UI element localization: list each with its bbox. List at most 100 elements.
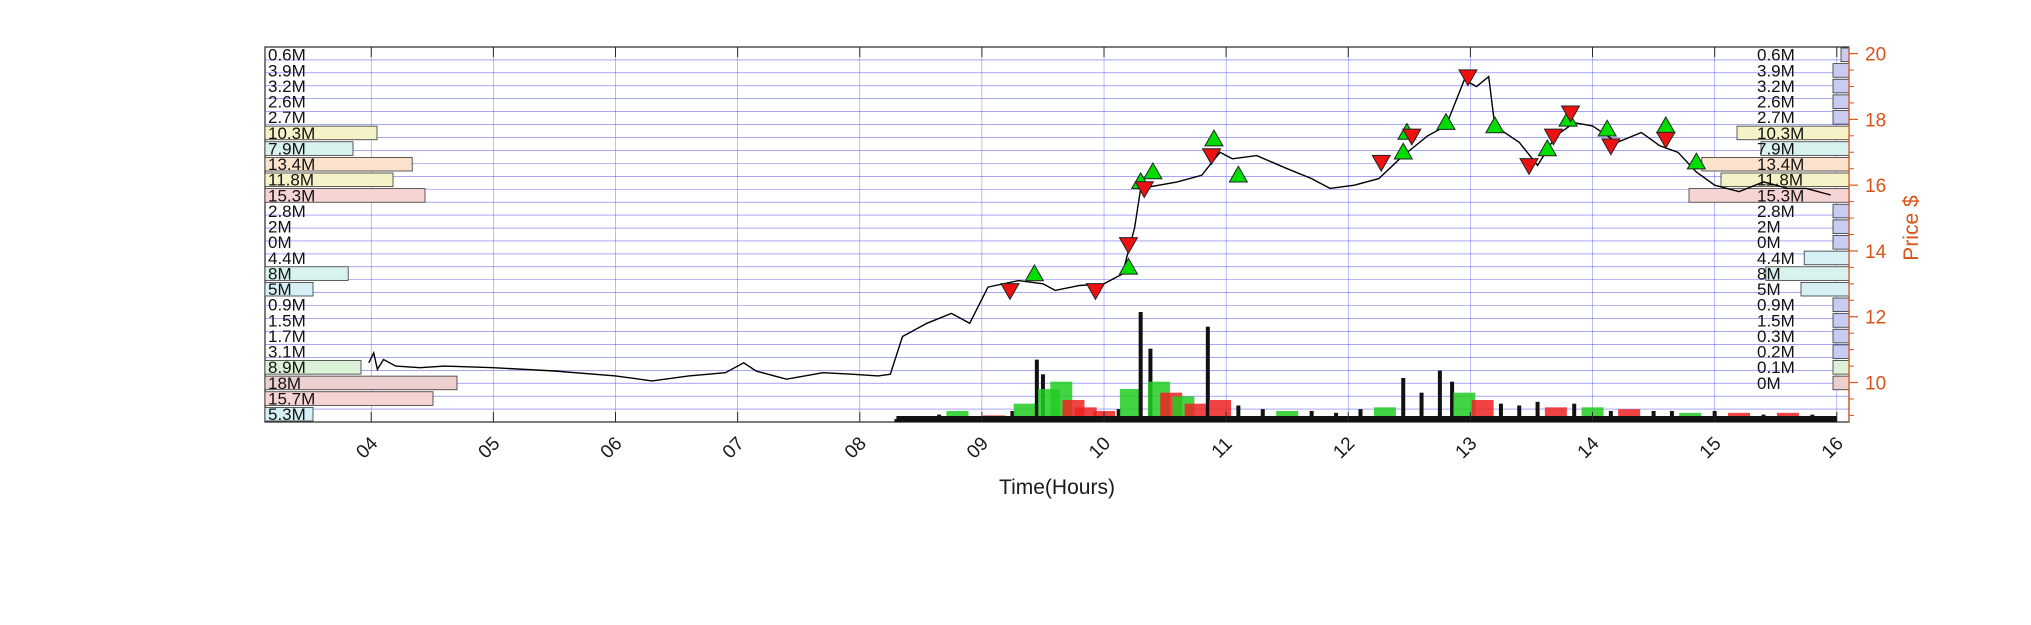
volume-profile-bar-left xyxy=(264,156,413,172)
x-tick-label: 04 xyxy=(352,433,382,463)
y-right-tick-label: 10 xyxy=(1865,374,1886,395)
volume-bar xyxy=(1358,409,1363,422)
volume-profile-label-left: 11.8M xyxy=(268,171,314,190)
trade-markers xyxy=(1000,69,1707,301)
x-tick-label: 15 xyxy=(1696,433,1726,463)
sell-marker xyxy=(1543,128,1564,146)
volume-profile-bar-right xyxy=(1803,250,1850,266)
volume-profile-bar-left xyxy=(264,266,349,281)
volume-bar xyxy=(1260,409,1265,422)
volume-profile-label-right: 10.3M xyxy=(1757,124,1804,143)
volume-profile-label-right: 1.5M xyxy=(1757,311,1795,330)
volume-profile-bar-right xyxy=(1832,78,1850,94)
sell-marker xyxy=(1655,131,1676,150)
volume-bar xyxy=(1138,312,1143,422)
y-right-tick-label: 20 xyxy=(1865,45,1886,66)
volume-bar xyxy=(1572,403,1577,422)
volume-bar xyxy=(1498,403,1503,422)
volume-bar xyxy=(1119,389,1142,422)
volume-profile-bar-right xyxy=(1832,94,1850,109)
buy-marker xyxy=(1228,165,1249,183)
x-axis-label: Time(Hours) xyxy=(999,476,1115,499)
volume-bar xyxy=(1034,359,1039,422)
x-tick-label: 16 xyxy=(1818,433,1848,463)
volume-profile-bar-right xyxy=(1832,110,1850,125)
volume-profile-label-left: 15.7M xyxy=(268,389,315,408)
y-right-tick-label: 16 xyxy=(1865,176,1886,197)
x-tick-label: 09 xyxy=(963,433,993,463)
volume-profile-bar-right xyxy=(1832,375,1850,391)
volume-bar xyxy=(1517,405,1522,422)
volume-profile-bar-right xyxy=(1832,219,1850,234)
volume-profile-label-right: 4.4M xyxy=(1757,249,1795,268)
volume-bar xyxy=(1437,370,1442,422)
volume-profile-label-right: 0.6M xyxy=(1757,46,1795,65)
buy-marker xyxy=(1143,161,1163,180)
volume-profile-bar-right xyxy=(1832,344,1850,359)
volume-bar xyxy=(1453,392,1476,422)
volume-profile-label-left: 3.1M xyxy=(268,343,306,362)
volume-profile-label-right: 0.3M xyxy=(1757,327,1795,346)
right-y-axis-label: Price $ xyxy=(1900,195,1923,261)
buy-marker xyxy=(1024,263,1045,282)
sell-marker xyxy=(1371,154,1392,173)
volume-profile-label-left: 2.7M xyxy=(268,108,306,127)
volume-bar xyxy=(1236,405,1241,422)
volume-profile-bar-left xyxy=(264,125,378,141)
volume-profile-label-left: 8M xyxy=(268,264,292,283)
x-tick-label: 10 xyxy=(1085,433,1115,463)
volume-profile-label-left: 2M xyxy=(268,218,292,237)
volume-profile-label-right: 0.9M xyxy=(1757,296,1795,315)
volume-profile-label-right: 2.6M xyxy=(1757,93,1795,112)
sell-marker xyxy=(1519,158,1539,176)
volume-profile-label-left: 2.8M xyxy=(268,202,306,221)
x-tick-label: 07 xyxy=(719,433,749,463)
volume-bar xyxy=(1535,401,1540,422)
volume-profile-label-right: 3.2M xyxy=(1757,77,1795,96)
buy-marker xyxy=(1484,115,1505,134)
volume-profile-bar-right xyxy=(1832,235,1850,250)
volume-profile-left: 0.6M3.9M3.2M2.6M2.7M10.3M7.9M13.4M11.8M1… xyxy=(264,46,458,424)
buy-marker xyxy=(1204,129,1224,147)
volume-profile-bar-right xyxy=(1832,328,1850,344)
volume-profile-label-left: 0.6M xyxy=(268,46,306,65)
volume-profile-label-left: 8.9M xyxy=(268,358,306,377)
volume-profile-label-left: 2.6M xyxy=(268,93,306,112)
volume-profile-bar-left xyxy=(264,188,426,203)
volume-profile-bar-right xyxy=(1832,313,1850,328)
volume-bar xyxy=(1419,392,1424,422)
volume-profile-label-left: 0.9M xyxy=(268,296,306,315)
y-right-tick-label: 12 xyxy=(1865,308,1886,329)
volume-profile-label-left: 0M xyxy=(268,233,292,252)
right-y-axis-ticks: 10 12 14 16 18 20 xyxy=(1848,45,1887,422)
volume-profile-label-right: 0.2M xyxy=(1757,343,1795,362)
volume-profile-label-right: 15.3M xyxy=(1757,186,1804,205)
volume-bar xyxy=(1450,381,1455,422)
sell-marker xyxy=(1600,138,1621,156)
volume-profile-label-left: 10.3M xyxy=(268,124,315,143)
buy-marker xyxy=(1537,138,1558,157)
y-right-tick-label: 14 xyxy=(1865,242,1887,263)
volume-profile-label-left: 7.9M xyxy=(268,139,306,158)
volume-profile-label-right: 0M xyxy=(1757,233,1781,252)
y-right-tick-label: 18 xyxy=(1865,110,1886,131)
volume-profile-bar-right xyxy=(1832,297,1850,313)
x-tick-label: 12 xyxy=(1329,433,1359,463)
volume-profile-label-left: 1.5M xyxy=(268,311,306,330)
price-line xyxy=(368,75,1831,382)
volume-bar xyxy=(1116,409,1121,422)
x-tick-label: 05 xyxy=(475,433,505,463)
sell-marker xyxy=(1000,283,1020,301)
volume-profile-bar-right xyxy=(1832,360,1850,375)
plot-area xyxy=(264,46,1850,423)
price-line-group xyxy=(368,75,1831,382)
buy-marker xyxy=(1393,142,1414,160)
volume-profile-label-right: 3.9M xyxy=(1757,61,1795,80)
sell-marker xyxy=(1085,283,1106,301)
horizontal-gridlines xyxy=(265,59,1849,410)
x-tick-label: 11 xyxy=(1208,434,1237,463)
volume-profile-bar-left xyxy=(264,406,314,422)
volume-profile-bar-right xyxy=(1832,203,1850,219)
volume-profile-label-right: 13.4M xyxy=(1757,155,1804,174)
sell-marker xyxy=(1118,237,1139,255)
